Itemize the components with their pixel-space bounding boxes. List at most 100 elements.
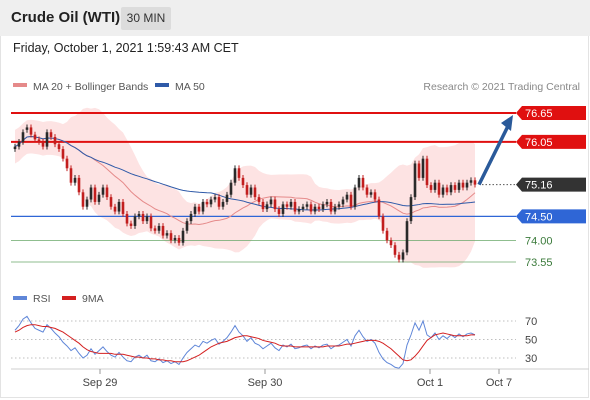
candle-body (45, 132, 49, 147)
candle-body (137, 213, 141, 217)
candle-body (281, 204, 285, 214)
rsi-tick-label: 30 (525, 353, 537, 365)
candle-body (17, 141, 21, 147)
target-label: 73.55 (525, 257, 553, 269)
candle-body (473, 180, 477, 185)
ma50-legend-swatch (155, 83, 169, 87)
candle-body (217, 197, 221, 207)
price-levels (11, 112, 516, 263)
candle-body (141, 213, 145, 222)
candle-body (61, 149, 65, 159)
candle-body (29, 127, 33, 135)
candle-body (393, 245, 397, 255)
rsi-tick-label: 50 (525, 335, 537, 347)
candle-body (189, 213, 193, 222)
candle-body (277, 209, 281, 214)
candle-body (149, 216, 153, 229)
candle-body (361, 177, 365, 188)
candle-body (81, 192, 85, 207)
candle-body (321, 204, 325, 210)
candle-body (109, 197, 113, 207)
interval-button[interactable]: 30 MIN (121, 7, 171, 30)
x-axis-label: Sep 30 (248, 377, 283, 389)
candle-body (57, 144, 61, 150)
candle-body (113, 206, 117, 212)
candle-body (377, 199, 381, 217)
chart-frame (0, 36, 589, 398)
timestamp: Friday, October 1, 2021 1:59:43 AM CET (13, 41, 239, 55)
candle-body (65, 158, 69, 169)
candle-body (369, 192, 373, 195)
forecast-arrow-head (501, 115, 513, 131)
candle-body (85, 199, 89, 207)
candle-body (457, 182, 461, 190)
ma20-legend-swatch (13, 83, 27, 87)
candlesticks (13, 124, 477, 263)
candle-body (49, 132, 53, 138)
candle-body (129, 223, 133, 226)
candle-body (409, 197, 413, 222)
candle-body (89, 187, 93, 200)
candle-body (373, 192, 377, 200)
candle-body (289, 201, 293, 207)
candle-body (121, 201, 125, 214)
candle-body (117, 201, 121, 212)
rsi-ma-legend-swatch (62, 296, 76, 300)
candle-body (97, 194, 101, 202)
candle-body (441, 187, 445, 195)
candle-body (253, 187, 257, 198)
x-axis-label: Oct 7 (486, 377, 512, 389)
candle-body (417, 163, 421, 178)
candle-body (297, 209, 301, 212)
candle-body (425, 158, 429, 186)
candle-body (105, 187, 109, 198)
candle-body (221, 201, 225, 207)
candle-body (101, 187, 105, 195)
candle-body (33, 134, 37, 140)
candle-body (165, 233, 169, 236)
candle-body (169, 233, 173, 241)
candle-body (365, 187, 369, 195)
level-tags: 76.65 76.05 75.16 74.50 74.00 73.55 (516, 106, 586, 269)
rsi-line (14, 315, 476, 369)
candle-body (213, 197, 217, 200)
candle-body (341, 199, 345, 205)
forecast-arrow-shaft (477, 123, 511, 186)
candle-body (397, 254, 401, 260)
candle-body (273, 199, 277, 210)
candle-body (349, 194, 353, 207)
candle-body (449, 185, 453, 193)
candle-body (13, 146, 17, 150)
candle-body (293, 201, 297, 212)
candle-body (125, 213, 129, 224)
rsi-grid: 70 50 30 (11, 316, 537, 365)
x-axis-label: Sep 29 (83, 377, 118, 389)
candle-body (313, 206, 317, 212)
bollinger-band (15, 107, 475, 268)
copyright: Research © 2021 Trading Central (423, 81, 580, 93)
candle-body (69, 168, 73, 183)
target-label: 74.00 (525, 235, 553, 247)
candle-body (209, 199, 213, 205)
candle-body (317, 206, 321, 210)
candle-body (77, 177, 81, 193)
candle-body (173, 237, 177, 241)
candle-body (357, 177, 361, 188)
candle-body (37, 139, 41, 142)
candle-body (237, 168, 241, 178)
header-bar: Crude Oil (WTI) 30 MIN (0, 0, 590, 36)
candle-body (353, 187, 357, 207)
candle-body (181, 230, 185, 243)
ma20-legend-label: MA 20 + Bollinger Bands (33, 81, 148, 93)
candle-body (305, 204, 309, 207)
candle-body (233, 168, 237, 183)
candle-body (25, 127, 29, 130)
candle-body (261, 201, 265, 210)
ma50-legend-label: MA 50 (175, 81, 205, 93)
moving-averages (14, 136, 476, 226)
x-axis-label: Oct 1 (417, 377, 443, 389)
candle-body (337, 204, 341, 207)
candle-body (453, 185, 457, 190)
candle-body (405, 221, 409, 253)
candle-body (389, 240, 393, 246)
